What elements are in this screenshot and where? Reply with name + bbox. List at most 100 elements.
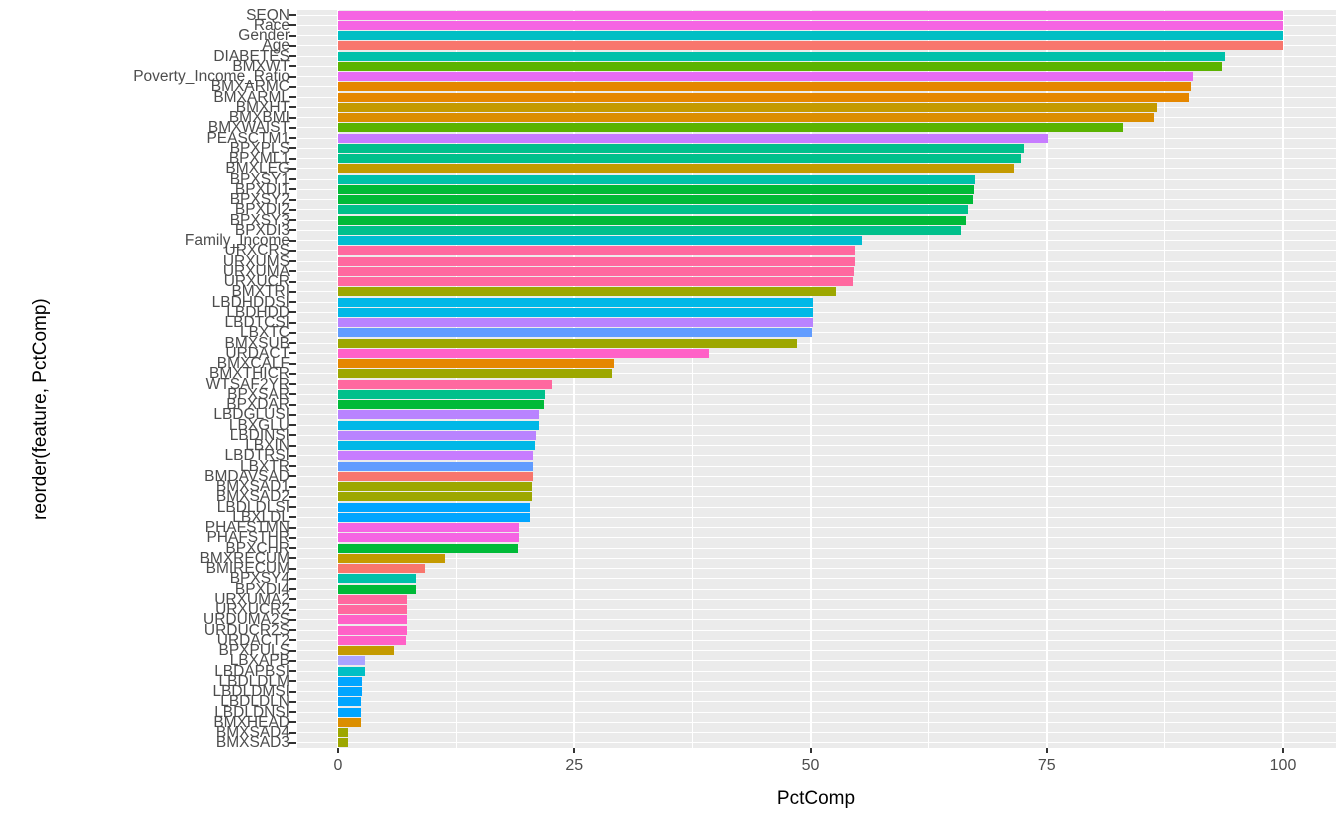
bar-BMXSAD3 — [338, 738, 349, 748]
bar-URXCRS — [338, 246, 855, 256]
bar-BMXSAD4 — [338, 728, 349, 738]
y-label-BPXSY1: BPXSY1 — [229, 170, 290, 188]
bar-BPXSY4 — [338, 574, 417, 584]
y-label-BPXPLS: BPXPLS — [229, 139, 290, 157]
gridline-horizontal — [297, 742, 1336, 744]
gridline-horizontal — [297, 332, 1336, 334]
bar-Gender — [338, 31, 1283, 41]
bar-BMXHEAD — [338, 717, 361, 727]
gridline-horizontal — [297, 414, 1336, 416]
y-label-BMXBMI: BMXBMI — [228, 109, 290, 127]
y-label-BPXCHR: BPXCHR — [225, 539, 290, 557]
bar-URXUMA2 — [338, 594, 407, 604]
y-tick — [289, 536, 296, 539]
gridline-horizontal — [297, 670, 1336, 672]
y-tick — [289, 454, 296, 457]
y-tick — [289, 147, 296, 150]
y-label-SEQN: SEQN — [246, 6, 290, 24]
x-axis-title: PctComp — [776, 788, 856, 809]
gridline-horizontal — [297, 691, 1336, 693]
gridline-horizontal — [297, 721, 1336, 723]
y-tick — [289, 219, 296, 222]
y-tick — [289, 188, 296, 191]
y-label-LBXIN: LBXIN — [245, 437, 290, 455]
y-tick — [289, 680, 296, 683]
bar-LBDINSI — [338, 430, 536, 440]
y-tick — [289, 249, 296, 252]
y-label-URXUMA: URXUMA — [222, 262, 290, 280]
gridline-horizontal — [297, 557, 1336, 559]
y-tick — [289, 403, 296, 406]
x-tick — [809, 748, 812, 753]
bar-BMXCALF — [338, 359, 614, 369]
gridline-horizontal — [297, 598, 1336, 600]
gridline-horizontal — [297, 578, 1336, 580]
x-tick-label: 25 — [565, 757, 584, 774]
bar-Age — [338, 41, 1283, 51]
bar-LBXGLU — [338, 420, 540, 430]
x-tick — [573, 748, 576, 753]
y-label-BMXTHICR: BMXTHICR — [209, 365, 290, 383]
x-tick-label: 100 — [1269, 757, 1297, 774]
gridline-vertical-major — [1045, 10, 1048, 748]
y-tick — [289, 342, 296, 345]
bar-BPXDI4 — [338, 584, 417, 594]
y-label-LBDINSI: LBDINSI — [229, 426, 290, 444]
y-label-URDACT: URDACT — [225, 344, 290, 362]
y-tick — [289, 506, 296, 509]
y-label-LBDLDMSI: LBDLDMSI — [212, 683, 290, 701]
bar-SEQN — [338, 10, 1283, 20]
x-tick — [1282, 748, 1284, 753]
gridline-horizontal — [297, 352, 1336, 354]
y-tick — [289, 413, 296, 416]
y-label-LBDAPBSI: LBDAPBSI — [214, 662, 290, 680]
y-tick — [289, 24, 296, 27]
bar-BMXHT — [338, 102, 1158, 112]
gridline-horizontal — [297, 660, 1336, 662]
y-tick — [289, 126, 296, 129]
y-label-URDUCR2S: URDUCR2S — [203, 621, 290, 639]
y-tick — [289, 465, 296, 468]
y-label-Poverty_Income_Ratio: Poverty_Income_Ratio — [133, 68, 290, 86]
y-label-Gender: Gender — [238, 27, 290, 45]
y-tick — [289, 741, 296, 744]
y-label-URXUMS: URXUMS — [222, 252, 290, 270]
gridline-horizontal — [297, 711, 1336, 713]
y-tick — [289, 14, 296, 17]
y-label-LBDLDLN: LBDLDLN — [220, 693, 290, 711]
bar-BPXDI2 — [338, 205, 969, 215]
gridline-horizontal — [297, 373, 1336, 375]
y-tick — [289, 290, 296, 293]
bar-URXUMA — [338, 266, 854, 276]
y-label-BMXHT: BMXHT — [235, 98, 290, 116]
y-tick — [289, 157, 296, 160]
gridline-horizontal — [297, 301, 1336, 303]
gridline-horizontal — [297, 609, 1336, 611]
y-label-BMIRECUM: BMIRECUM — [205, 560, 290, 578]
bar-URDACT2 — [338, 635, 407, 645]
gridline-horizontal — [297, 568, 1336, 570]
y-tick — [289, 659, 296, 662]
y-label-LBDGLUSI: LBDGLUSI — [213, 406, 290, 424]
y-tick — [289, 618, 296, 621]
bar-BMXBMI — [338, 113, 1154, 123]
bar-URDUMA2S — [338, 615, 407, 625]
bar-BMIRECUM — [338, 564, 425, 574]
y-tick — [289, 598, 296, 601]
x-tick-label: 0 — [333, 757, 343, 774]
y-label-WTSAF2YR: WTSAF2YR — [205, 375, 290, 393]
gridline-horizontal — [297, 527, 1336, 529]
y-tick — [289, 321, 296, 324]
y-label-DIABETES: DIABETES — [213, 47, 290, 65]
y-tick — [289, 639, 296, 642]
y-tick — [289, 96, 296, 99]
bar-URDACT — [338, 348, 710, 358]
gridline-vertical-major — [809, 10, 812, 748]
x-tick — [1045, 748, 1048, 753]
y-tick — [289, 383, 296, 386]
y-label-BPXPULS: BPXPULS — [218, 642, 290, 660]
y-tick — [289, 526, 296, 529]
y-label-URXUCR2: URXUCR2 — [215, 601, 290, 619]
gridline-horizontal — [297, 322, 1336, 324]
